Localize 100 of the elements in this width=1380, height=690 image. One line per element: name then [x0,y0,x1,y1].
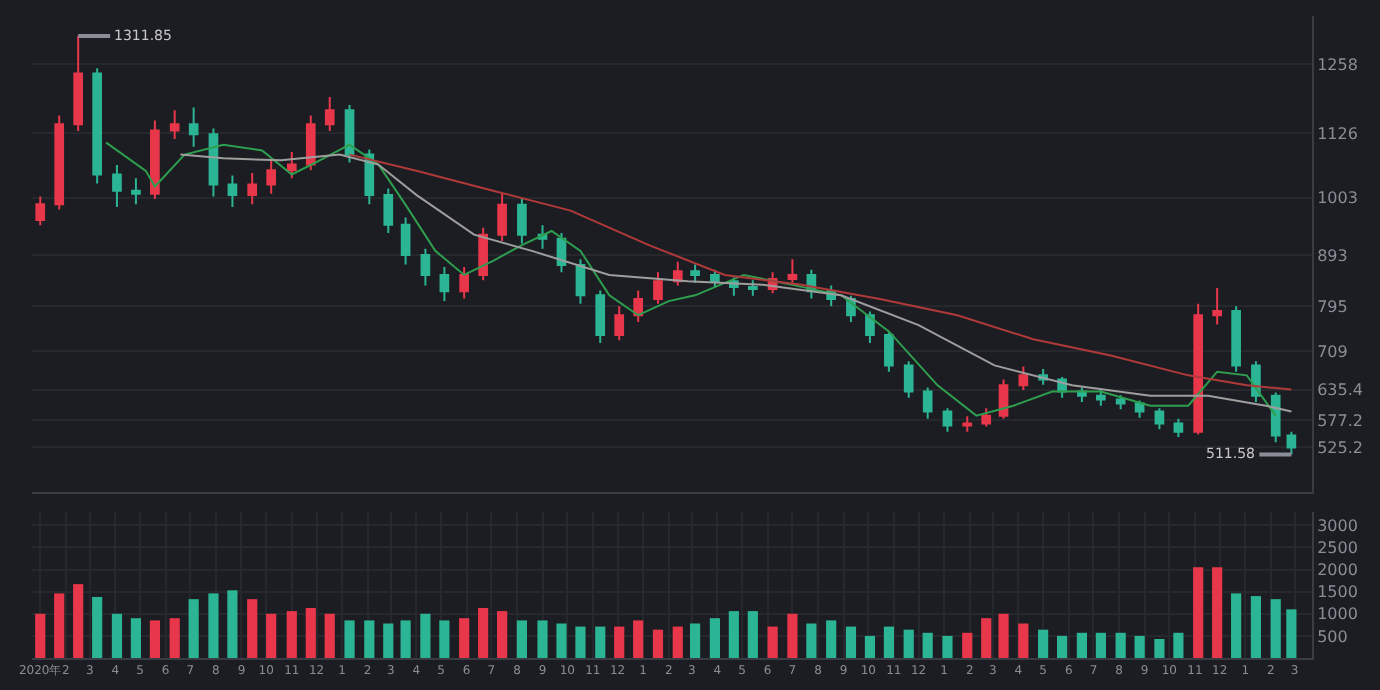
bar [364,620,375,658]
bar [575,626,586,658]
bar [1057,635,1068,658]
bar [1115,632,1126,658]
bar [1076,632,1087,658]
bar [845,626,857,658]
candlestick [169,109,180,140]
candlestick [1270,391,1281,444]
bar [556,623,567,658]
candlestick [1173,417,1184,439]
bar [111,613,123,658]
y-tick-label: 2500 [1317,539,1358,557]
bar [767,626,778,658]
candlestick [1231,305,1241,373]
candlestick [497,192,507,242]
candlestick [383,187,394,235]
bar [286,611,297,658]
candlestick [150,119,160,201]
candlestick [286,151,297,180]
bar [942,635,953,658]
line-series [348,153,1293,391]
bar [305,608,316,658]
candlestick [1154,407,1165,431]
bar [595,626,606,658]
candlestick [400,216,411,266]
y-tick-label: 1500 [1317,583,1358,602]
bar [420,613,431,658]
candlestick [653,271,663,305]
bar [709,618,720,658]
candlestick [942,407,953,433]
candlestick [903,360,914,399]
bar [247,599,258,658]
candlestick [324,96,335,133]
candlestick [188,106,199,148]
candlestick [420,247,431,287]
y-tick-label: 2000 [1317,561,1358,580]
y-tick-label: 500 [1317,627,1348,646]
candlestick [1115,394,1126,411]
candlestick [1212,287,1222,326]
bar [652,629,664,658]
bar [747,611,758,658]
bar [614,626,625,658]
candlestick [54,114,65,211]
candlestick [922,386,933,420]
bar [383,623,394,658]
bar [537,620,548,658]
bar [1154,638,1165,658]
y-tick-label: 795 [1317,297,1348,316]
bar [1018,623,1029,658]
candlestick [35,195,46,227]
bar [478,608,489,658]
bar [672,626,683,658]
candlestick [478,226,488,282]
bar [459,618,470,658]
candlestick [614,305,625,342]
bar [266,613,277,658]
candlestick [305,114,316,172]
candlestick [131,177,141,206]
bar [188,599,199,658]
bar [1250,596,1262,658]
candlestick [1096,389,1106,407]
bar [497,611,508,658]
bar [227,590,238,658]
bar [1212,567,1223,658]
y-tick-label: 1000 [1317,605,1358,624]
bar [1095,632,1106,658]
bar [826,620,837,658]
candlestick [459,266,469,300]
candlestick [517,198,527,245]
bar [981,618,992,658]
y-tick-label: 1126 [1317,124,1358,143]
y-tick-label: 1003 [1317,189,1358,208]
candlestick [266,158,277,195]
y-tick-label: 635.4 [1317,381,1364,400]
bar [400,620,411,658]
bar [516,620,527,658]
y-tick-label: 525.2 [1317,439,1364,458]
bar [903,629,914,658]
bar [73,584,84,658]
y-tick-label: 1258 [1317,55,1358,74]
candlestick [690,263,700,284]
bar [806,623,817,658]
bar [962,632,973,658]
candlestick [962,415,973,433]
candlestick [112,164,122,208]
bar [998,613,1009,658]
bar [1134,635,1145,658]
bar [864,635,876,658]
y-tick-label: 3000 [1317,516,1358,535]
candlestick [787,258,798,284]
candlestick [247,171,258,206]
bar [1038,629,1049,658]
bar [1193,567,1204,658]
bar [1173,632,1184,658]
bar [922,632,933,658]
bar [690,623,701,658]
candlestick [884,331,894,373]
bar [208,593,219,658]
candlestick [73,34,84,133]
candlestick [227,174,238,208]
